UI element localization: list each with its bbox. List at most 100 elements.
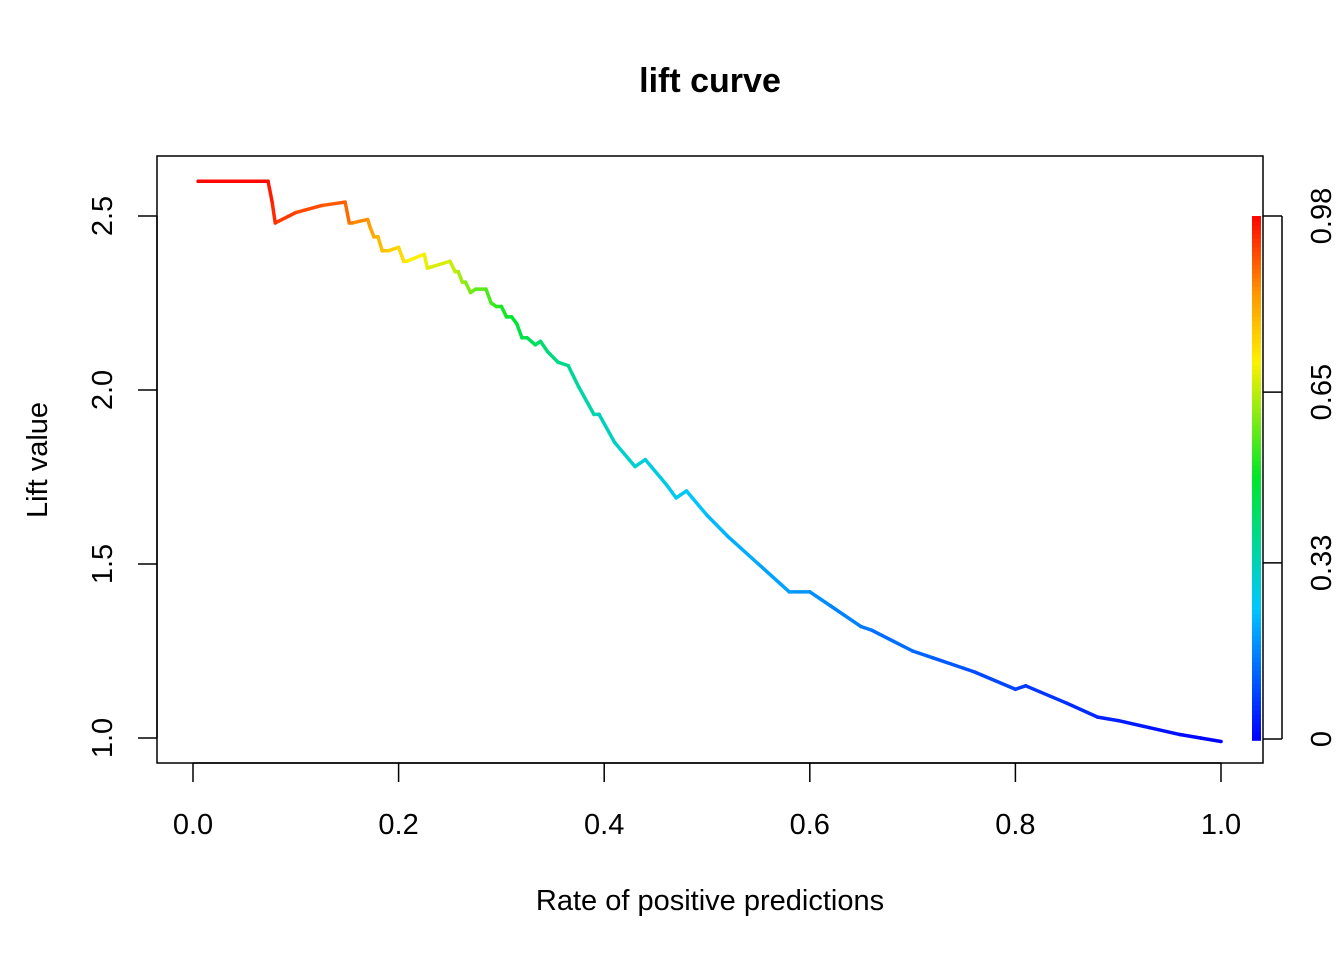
colorbar-segment: [1252, 220, 1261, 226]
curve-segment: [484, 287, 493, 305]
colorbar-segment: [1252, 495, 1261, 501]
plot-frame: [156, 155, 1264, 764]
colorbar-segment: [1252, 539, 1261, 545]
x-axis: 0.0 0.2 0.4 0.6 0.8 1.0: [173, 762, 1241, 841]
colorbar-segment: [1252, 617, 1261, 623]
colorbar-segment: [1252, 456, 1261, 462]
curve-point: [376, 235, 380, 239]
colorbar-segment: [1252, 250, 1261, 257]
colorbar-segment: [1252, 434, 1261, 440]
curve-point: [460, 280, 464, 284]
curve-segment: [597, 412, 617, 444]
colorbar-segment: [1252, 635, 1261, 641]
colorbar-segment: [1252, 368, 1261, 374]
colorbar-segment: [1252, 429, 1261, 436]
colorbar-segment: [1252, 657, 1261, 663]
colorbar-segment: [1252, 543, 1261, 549]
curve-point: [674, 496, 678, 500]
curve-point: [343, 200, 347, 204]
colorbar-segment: [1252, 360, 1261, 366]
colorbar-segment: [1252, 290, 1261, 296]
colorbar-segment: [1252, 473, 1261, 479]
colorbar-segment: [1252, 678, 1261, 685]
colorbar-segment: [1252, 626, 1261, 632]
colorbar-segment: [1252, 700, 1261, 706]
curve-segment: [859, 624, 874, 632]
colorbar-segment: [1252, 613, 1261, 619]
colorbar-segment: [1252, 395, 1261, 401]
curve-point: [448, 259, 452, 263]
y-axis: 1.0 1.5 2.0 2.5: [87, 196, 158, 758]
colorbar-segment: [1252, 630, 1261, 636]
colorbar-segment: [1252, 565, 1261, 571]
curve-segment: [1198, 736, 1223, 744]
curve-segment: [1023, 684, 1069, 705]
colorbar-segment: [1252, 486, 1261, 492]
curve-point: [1198, 736, 1203, 740]
curve-segment: [273, 210, 298, 225]
curve-segment: [633, 457, 648, 469]
colorbar-segment: [1252, 604, 1261, 610]
colorbar-segment: [1252, 237, 1261, 243]
x-axis-label: Rate of positive predictions: [536, 885, 884, 917]
curve-segment: [499, 304, 509, 319]
curve-point: [350, 221, 354, 225]
x-tick-label: 0.2: [378, 809, 418, 841]
colorbar-segment: [1252, 294, 1261, 300]
colorbar-segment: [1252, 661, 1261, 667]
colorbar-segment: [1252, 281, 1261, 287]
colorbar-segment: [1252, 491, 1261, 497]
curve-point: [643, 458, 647, 462]
colorbar-segment: [1252, 451, 1261, 457]
curve-segment: [350, 217, 370, 225]
colorbar-segment: [1252, 312, 1261, 318]
curve-segment: [515, 322, 524, 340]
x-tick-label: 0.0: [173, 809, 213, 841]
colorbar-segment: [1252, 643, 1261, 650]
curve-point: [859, 625, 863, 629]
curve-segment: [343, 200, 352, 225]
curve-point: [1013, 687, 1018, 691]
chart-title: lift curve: [639, 62, 781, 100]
curve-segment: [972, 670, 1018, 692]
curve-segment: [422, 252, 430, 270]
curve-point: [525, 336, 529, 340]
curve-point: [504, 315, 509, 319]
curve-point: [489, 301, 493, 305]
curve-segment: [456, 269, 465, 284]
colorbar-segment: [1252, 329, 1261, 335]
colorbar-segment: [1252, 705, 1261, 711]
colorbar-segment: [1252, 683, 1261, 689]
colorbar-segment: [1252, 713, 1261, 719]
curve-point: [538, 339, 543, 343]
colorbar-segment: [1252, 460, 1261, 466]
curve-point: [1219, 739, 1223, 744]
curve-segment: [828, 604, 863, 629]
curve-point: [319, 203, 324, 208]
colorbar-segment: [1252, 364, 1261, 370]
curve-point: [664, 482, 668, 486]
curve-segment: [425, 259, 452, 270]
curve-point: [612, 440, 617, 444]
curve-segment: [396, 245, 406, 263]
curve-point: [931, 656, 935, 660]
colorbar-segment: [1252, 569, 1261, 575]
curve-segment: [386, 245, 401, 253]
colorbar-segment: [1252, 381, 1261, 388]
curve-point: [196, 179, 200, 183]
curve-point: [453, 270, 457, 274]
colorbar-segment: [1252, 534, 1261, 540]
curve-point: [1065, 701, 1069, 705]
curve-segment: [319, 200, 347, 208]
curve-point: [456, 270, 460, 274]
curve-point: [962, 666, 966, 671]
y-axis-label: Lift value: [22, 402, 54, 518]
curve-point: [368, 224, 372, 229]
x-tick-label: 0.6: [790, 809, 830, 841]
curve-point: [402, 259, 406, 263]
curve-segment: [684, 489, 709, 518]
curve-segment: [566, 363, 581, 389]
colorbar-tick-label: 0.98: [1306, 188, 1338, 244]
curve-segment: [1116, 718, 1151, 730]
colorbar-segment: [1252, 687, 1261, 693]
